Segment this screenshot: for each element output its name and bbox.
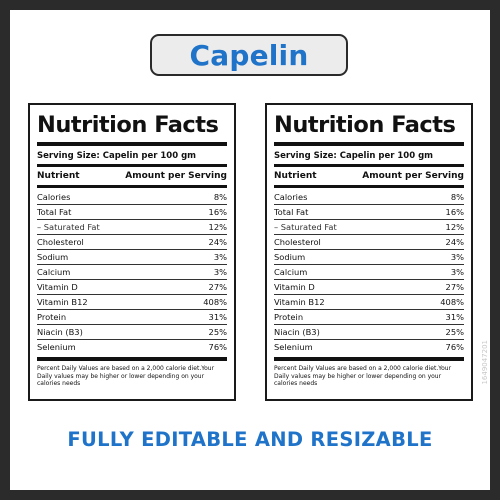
nutrient-row: Niacin (B3) 25%	[274, 325, 464, 340]
nutrition-facts-title: Nutrition Facts	[274, 112, 456, 138]
nutrient-row: Calcium 3%	[274, 265, 464, 280]
serving-size: Serving Size: Capelin per 100 gm	[274, 151, 434, 161]
nutrient-row: Cholesterol 24%	[274, 235, 464, 250]
nutrient-row: Cholesterol 24%	[37, 235, 227, 250]
tagline: FULLY EDITABLE AND RESIZABLE	[67, 428, 433, 451]
nutrient-name: Niacin (B3)	[37, 327, 83, 337]
divider	[37, 357, 227, 361]
column-headers: Nutrient Amount per Serving	[274, 169, 464, 183]
page-title: Capelin	[189, 38, 309, 72]
nutrient-value: 27%	[445, 282, 464, 292]
nutrient-name: Vitamin B12	[37, 297, 88, 307]
divider	[37, 185, 227, 188]
nutrient-row: – Saturated Fat 12%	[37, 220, 227, 235]
nutrient-value: 16%	[208, 207, 227, 217]
divider	[274, 164, 464, 167]
nutrient-name: Calcium	[274, 267, 308, 277]
nutrient-row: Selenium 76%	[37, 340, 227, 354]
nutrient-row: Vitamin B12 408%	[274, 295, 464, 310]
divider	[274, 142, 464, 146]
nutrient-row: Total Fat 16%	[37, 205, 227, 220]
nutrient-list: Calories 8% Total Fat 16% – Saturated Fat 1…	[37, 190, 227, 354]
nutrient-value: 76%	[208, 342, 227, 352]
title-pill: Capelin	[150, 34, 348, 76]
nutrient-row: Total Fat 16%	[274, 205, 464, 220]
nutrient-row: Sodium 3%	[274, 250, 464, 265]
nutrient-name: – Saturated Fat	[274, 222, 337, 232]
nutrient-name: Vitamin D	[37, 282, 78, 292]
nutrient-value: 25%	[208, 327, 227, 337]
nutrient-name: Protein	[274, 312, 304, 322]
nutrient-value: 408%	[203, 297, 227, 307]
nutrient-row: Vitamin B12 408%	[37, 295, 227, 310]
nutrient-row: Calories 8%	[274, 190, 464, 205]
nutrient-value: 3%	[450, 267, 464, 277]
nutrient-name: – Saturated Fat	[37, 222, 100, 232]
divider	[37, 164, 227, 167]
nutrient-value: 16%	[445, 207, 464, 217]
nutrient-name: Selenium	[274, 342, 313, 352]
nutrient-name: Total Fat	[274, 207, 309, 217]
nutrient-name: Vitamin B12	[274, 297, 325, 307]
nutrient-value: 24%	[445, 237, 464, 247]
nutrient-column-header: Nutrient	[274, 171, 317, 181]
serving-size: Serving Size: Capelin per 100 gm	[37, 151, 197, 161]
nutrient-name: Total Fat	[37, 207, 72, 217]
nutrient-column-header: Nutrient	[37, 171, 80, 181]
nutrient-value: 76%	[445, 342, 464, 352]
nutrient-list: Calories 8% Total Fat 16% – Saturated Fat 1…	[274, 190, 464, 354]
nutrient-value: 3%	[450, 252, 464, 262]
nutrient-name: Selenium	[37, 342, 76, 352]
divider	[37, 142, 227, 146]
nutrient-row: Niacin (B3) 25%	[37, 325, 227, 340]
poster-canvas: Capelin Nutrition Facts Serving Size: Ca…	[10, 10, 490, 490]
nutrient-value: 24%	[208, 237, 227, 247]
nutrient-row: Vitamin D 27%	[37, 280, 227, 295]
nutrient-name: Sodium	[274, 252, 306, 262]
nutrient-value: 25%	[445, 327, 464, 337]
nutrient-row: Vitamin D 27%	[274, 280, 464, 295]
nutrient-row: Selenium 76%	[274, 340, 464, 354]
nutrient-name: Protein	[37, 312, 67, 322]
nutrition-label-left: Nutrition Facts Serving Size: Capelin pe…	[28, 103, 236, 401]
nutrient-value: 27%	[208, 282, 227, 292]
amount-column-header: Amount per Serving	[362, 171, 464, 181]
nutrient-value: 3%	[213, 267, 227, 277]
nutrient-value: 8%	[213, 192, 227, 202]
nutrient-row: Protein 31%	[37, 310, 227, 325]
nutrient-row: – Saturated Fat 12%	[274, 220, 464, 235]
amount-column-header: Amount per Serving	[125, 171, 227, 181]
nutrient-name: Vitamin D	[274, 282, 315, 292]
nutrient-value: 8%	[450, 192, 464, 202]
nutrient-name: Sodium	[37, 252, 69, 262]
nutrient-row: Protein 31%	[274, 310, 464, 325]
nutrient-value: 31%	[445, 312, 464, 322]
nutrient-name: Cholesterol	[274, 237, 321, 247]
divider	[274, 185, 464, 188]
nutrient-row: Calcium 3%	[37, 265, 227, 280]
nutrient-value: 31%	[208, 312, 227, 322]
daily-value-footnote: Percent Daily Values are based on a 2,00…	[274, 365, 452, 387]
nutrient-name: Cholesterol	[37, 237, 84, 247]
nutrient-name: Niacin (B3)	[274, 327, 320, 337]
nutrient-value: 12%	[208, 222, 227, 232]
nutrient-value: 12%	[445, 222, 464, 232]
divider	[274, 357, 464, 361]
daily-value-footnote: Percent Daily Values are based on a 2,00…	[37, 365, 215, 387]
nutrition-facts-title: Nutrition Facts	[37, 112, 219, 138]
column-headers: Nutrient Amount per Serving	[37, 169, 227, 183]
nutrient-value: 408%	[440, 297, 464, 307]
nutrient-row: Sodium 3%	[37, 250, 227, 265]
nutrient-name: Calcium	[37, 267, 71, 277]
nutrient-value: 3%	[213, 252, 227, 262]
nutrient-name: Calories	[274, 192, 308, 202]
nutrient-row: Calories 8%	[37, 190, 227, 205]
stock-id-watermark: 1649047201	[481, 340, 489, 385]
nutrition-label-right: Nutrition Facts Serving Size: Capelin pe…	[265, 103, 473, 401]
nutrient-name: Calories	[37, 192, 71, 202]
